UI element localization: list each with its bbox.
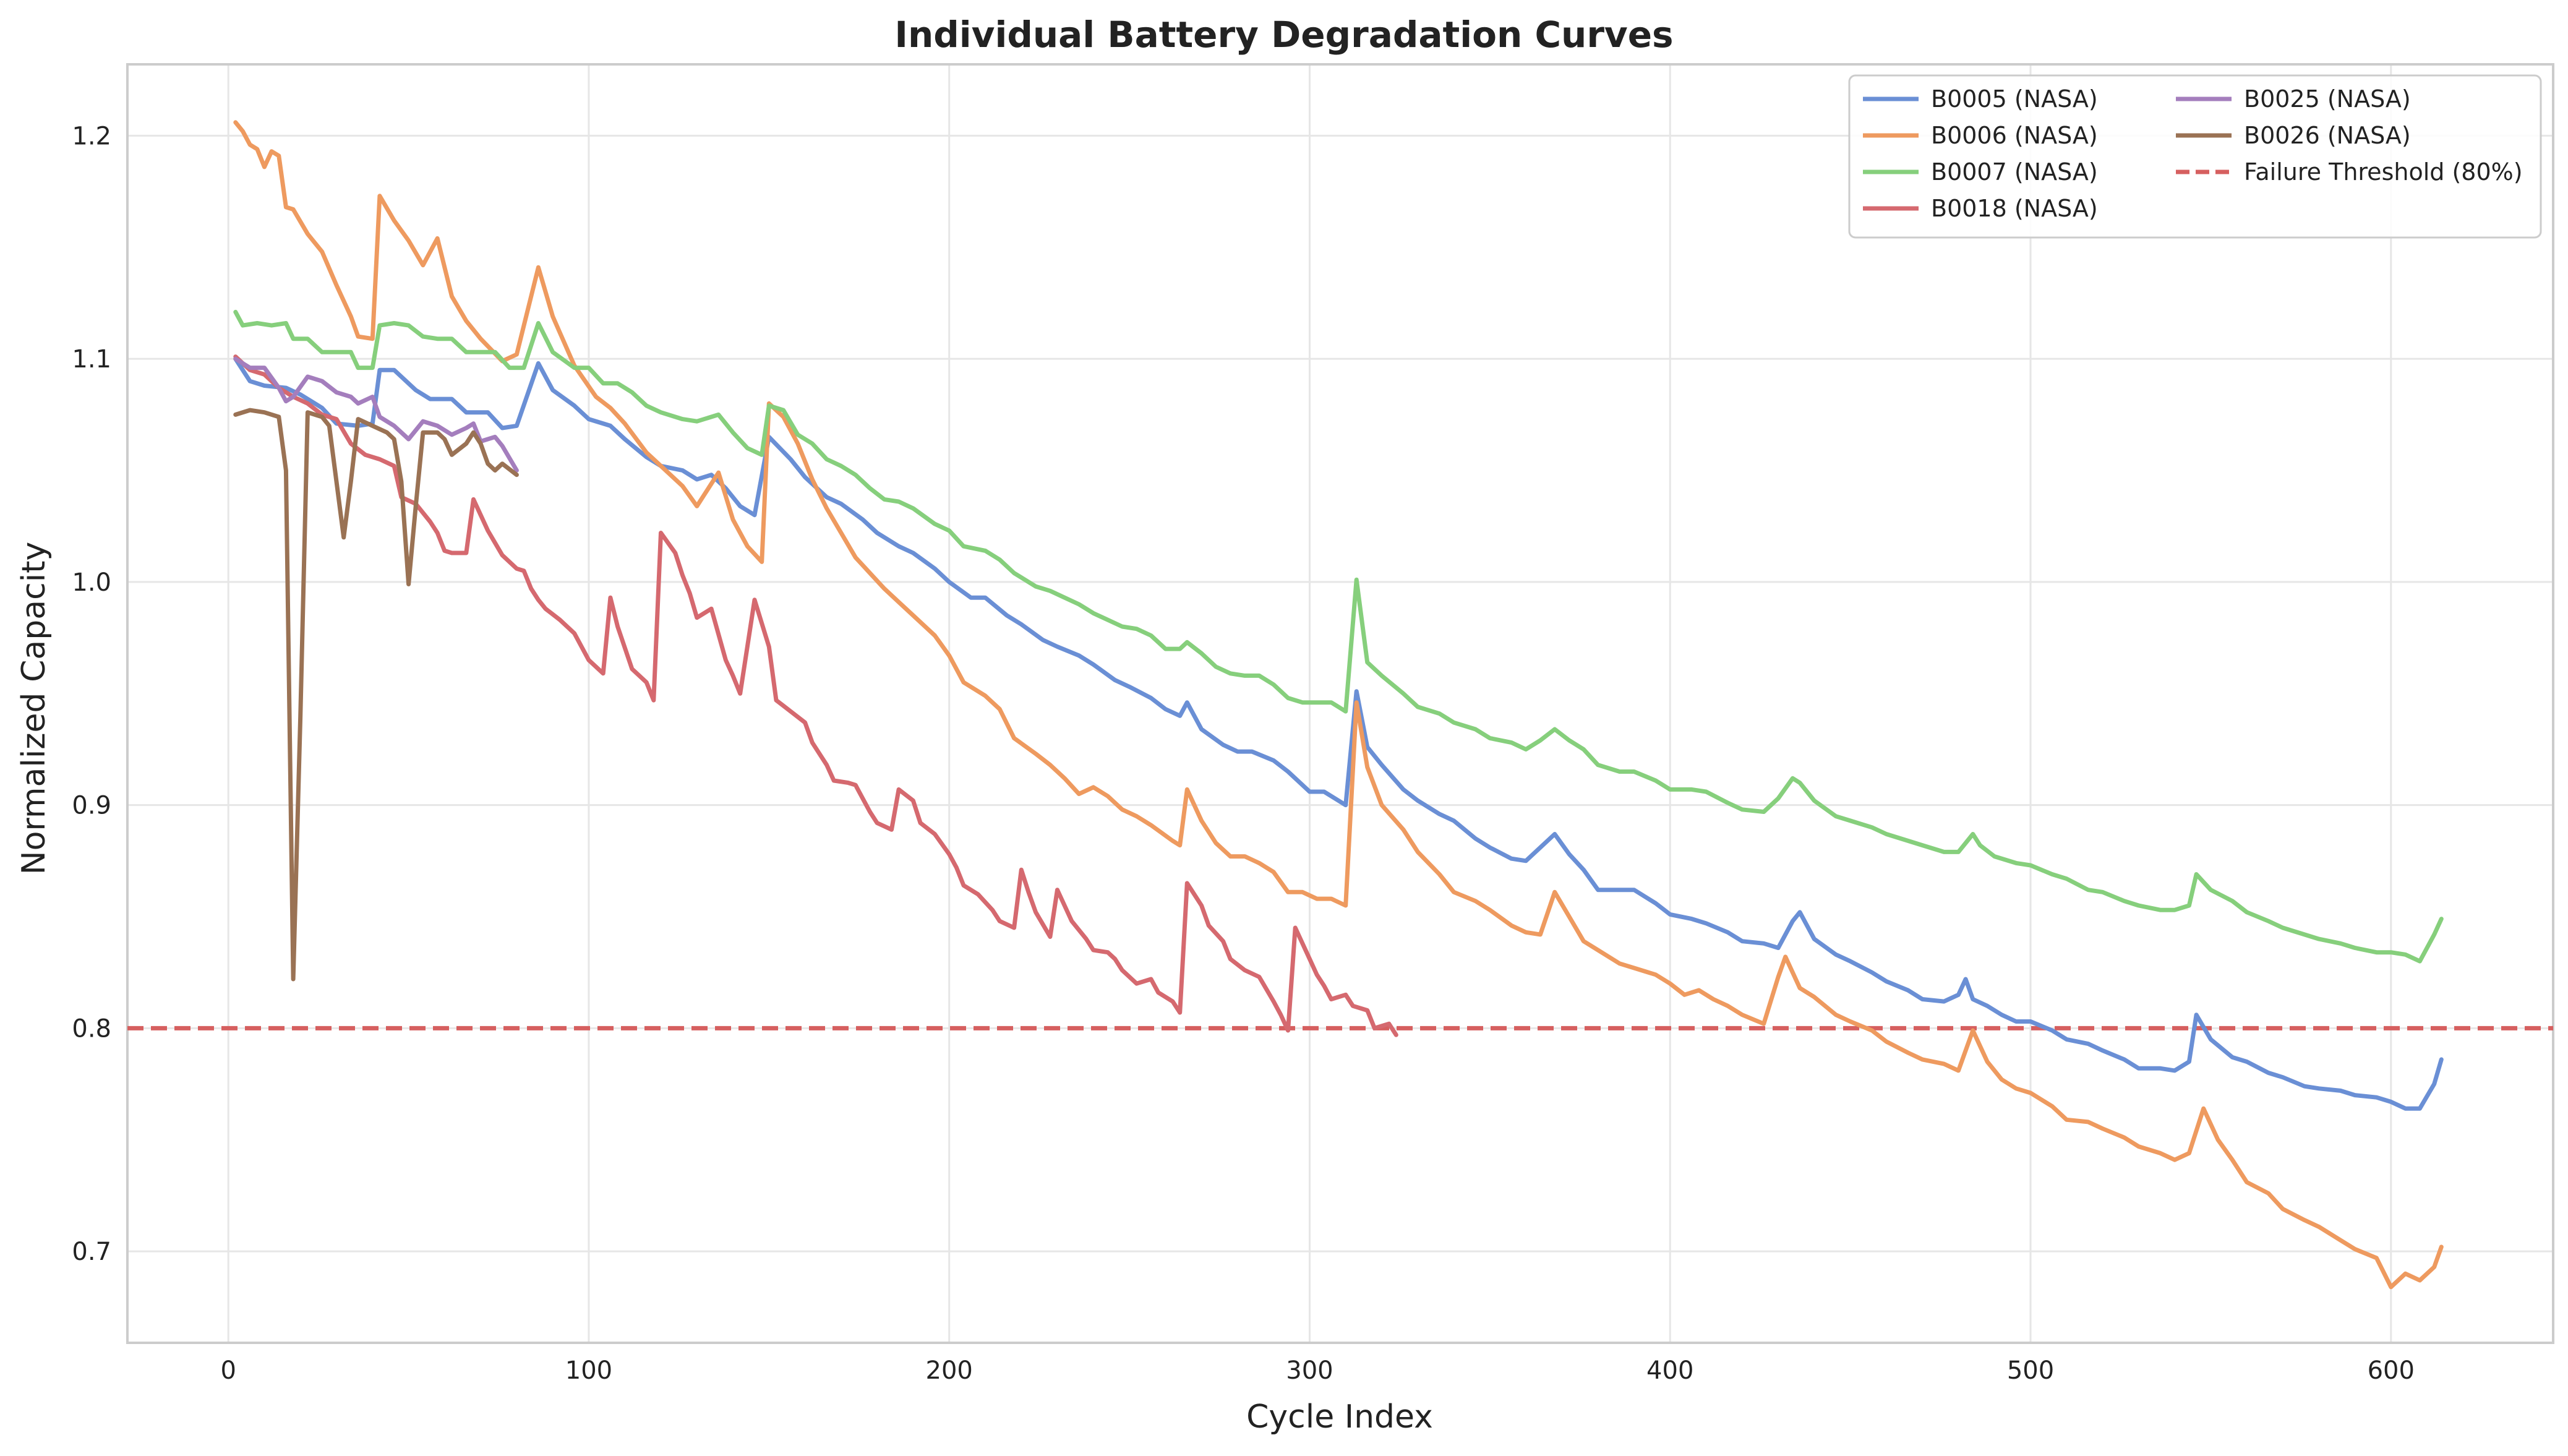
x-axis-ticks: 0 100 200 300 400 500 600 [220, 1356, 2414, 1385]
legend-label: B0025 (NASA) [2244, 85, 2411, 113]
legend-label: B0018 (NASA) [1931, 195, 2098, 222]
x-tick-label: 0 [220, 1356, 236, 1385]
series-line-b0005 [233, 356, 2444, 1111]
x-tick-label: 400 [1646, 1356, 1693, 1385]
x-tick-label: 300 [1286, 1356, 1333, 1385]
legend: B0005 (NASA) B0006 (NASA) B0007 (NASA) B001… [1848, 74, 2542, 239]
series-line-b0025 [233, 356, 519, 473]
plot-frame [126, 63, 2554, 1344]
x-tick-label: 600 [2368, 1356, 2415, 1385]
series-lines [233, 120, 2444, 1290]
series-line-b0026 [233, 408, 519, 982]
series-line-b0018 [233, 354, 1398, 1037]
y-axis-ticks: 0.7 0.8 0.9 1.0 1.1 1.2 [72, 122, 111, 1266]
legend-label: B0026 (NASA) [2244, 122, 2411, 149]
legend-label: B0005 (NASA) [1931, 85, 2098, 113]
y-tick-label: 1.0 [72, 568, 111, 597]
series-line-b0007 [233, 309, 2444, 964]
y-tick-label: 1.1 [72, 345, 111, 374]
legend-label: B0006 (NASA) [1931, 122, 2098, 149]
legend-label: B0007 (NASA) [1931, 158, 2098, 186]
y-tick-label: 1.2 [72, 122, 111, 150]
x-tick-label: 100 [565, 1356, 612, 1385]
x-tick-label: 200 [926, 1356, 973, 1385]
chart-title: Individual Battery Degradation Curves [894, 14, 1673, 56]
series-line-b0006 [233, 120, 2444, 1290]
x-tick-label: 500 [2007, 1356, 2054, 1385]
y-axis-label: Normalized Capacity [15, 542, 53, 875]
legend-label: Failure Threshold (80%) [2244, 158, 2523, 186]
legend-box [1848, 74, 2542, 239]
y-tick-label: 0.7 [72, 1238, 111, 1266]
y-tick-label: 0.9 [72, 792, 111, 820]
x-axis-label: Cycle Index [1246, 1398, 1433, 1436]
y-tick-label: 0.8 [72, 1014, 111, 1043]
